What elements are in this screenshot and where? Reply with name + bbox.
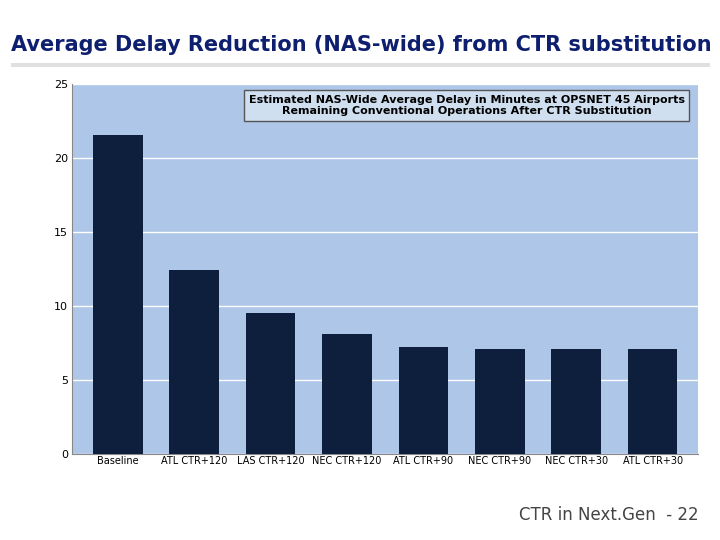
Bar — [475, 348, 525, 454]
Text: Estimated NAS-Wide Average Delay in Minutes at OPSNET 45 Airports
Remaining Conv: Estimated NAS-Wide Average Delay in Minu… — [248, 95, 685, 117]
Bar — [93, 136, 143, 454]
Bar — [552, 348, 601, 454]
Bar — [628, 348, 678, 454]
Text: Average Delay Reduction (NAS-wide) from CTR substitution: Average Delay Reduction (NAS-wide) from … — [11, 35, 711, 55]
Bar — [246, 313, 295, 454]
Bar — [399, 347, 449, 454]
Bar — [169, 270, 219, 454]
Bar — [322, 334, 372, 454]
Text: CTR in Next.Gen  - 22: CTR in Next.Gen - 22 — [519, 506, 698, 524]
